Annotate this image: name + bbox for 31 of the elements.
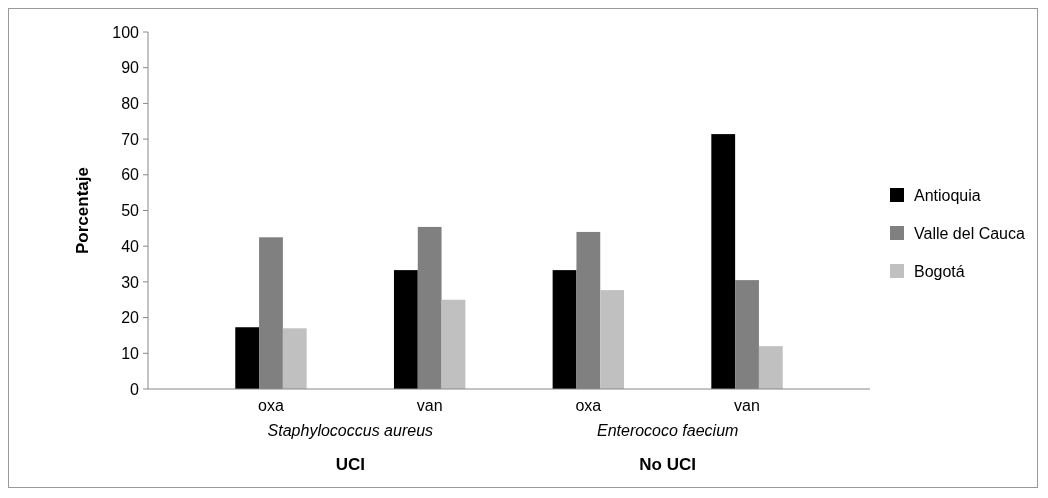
bar: [552, 270, 577, 389]
y-tick-label: 100: [112, 23, 140, 41]
bar: [711, 134, 736, 389]
bar: [393, 270, 418, 389]
text: UCI: [335, 455, 365, 474]
legend-label: Bogotá: [914, 262, 965, 280]
x-tick-label: van: [734, 397, 760, 414]
bar: [282, 328, 307, 389]
y-tick-label: 0: [130, 380, 140, 398]
bar: [441, 299, 466, 389]
y-tick-label: 20: [121, 309, 140, 327]
y-tick-label: 80: [121, 95, 140, 112]
y-axis-title: Porcentaje: [73, 167, 92, 254]
text: No UCI: [639, 455, 697, 474]
x-tick-label: oxa: [258, 397, 284, 414]
y-tick-label: 90: [121, 59, 140, 77]
legend-label: Antioquia: [914, 186, 981, 204]
x-tick-label: van: [416, 397, 443, 414]
legend-label: Valle del Cauca: [914, 224, 1025, 242]
bar: [235, 327, 260, 389]
bar: [600, 290, 625, 389]
text: Staphylococcus aureus: [267, 422, 434, 439]
y-tick-label: 70: [121, 130, 140, 148]
text: Enterococo faecium: [596, 422, 739, 439]
y-tick-label: 10: [121, 344, 140, 362]
bar: [758, 346, 783, 389]
y-tick-label: 40: [121, 237, 140, 255]
y-tick-label: 30: [121, 273, 140, 291]
y-tick-label: 50: [121, 202, 140, 220]
y-tick-label: 60: [121, 166, 140, 184]
x-tick-label: oxa: [575, 397, 602, 414]
